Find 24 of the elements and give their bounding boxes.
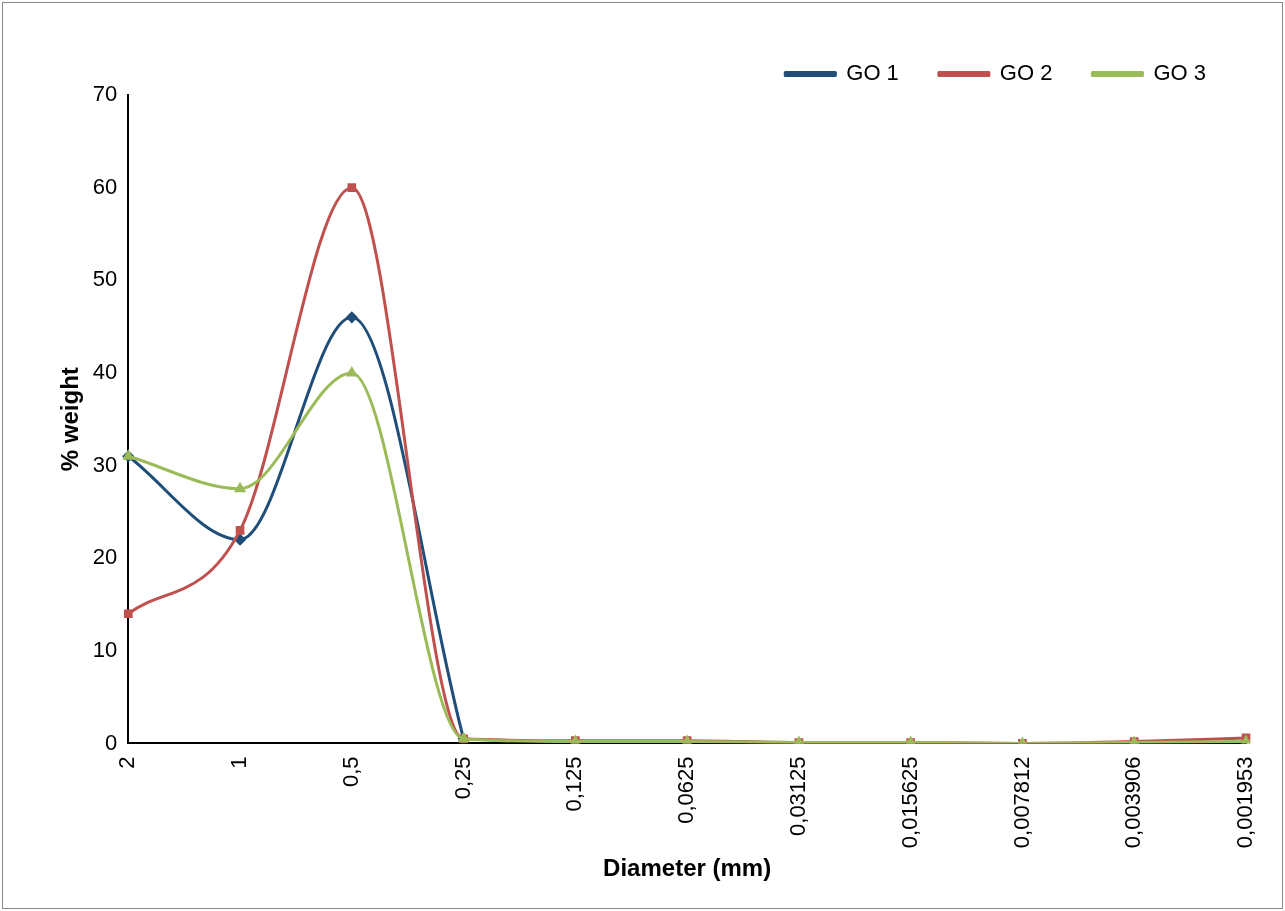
x-axis-title: Diameter (mm) [603,854,772,882]
y-tick-label: 60 [92,173,118,199]
x-tick-label: 0,0625 [673,756,699,824]
legend-label: GO 3 [1153,60,1207,86]
x-tick-label: 0,007812 [1008,756,1034,849]
y-tick-label: 50 [92,266,118,292]
x-tick-label: 0,001953 [1232,756,1258,849]
y-tick-label: 70 [92,81,118,107]
x-tick-label: 0,5 [337,756,363,788]
x-tick-label: 0,25 [449,756,475,800]
x-tick-label: 0,03125 [784,756,810,836]
y-tick-label: 0 [105,729,118,755]
y-tick-label: 10 [92,636,118,662]
y-tick-label: 20 [92,544,118,570]
x-tick-label: 0,125 [561,756,587,812]
x-tick-label: 1 [226,756,252,769]
y-tick-label: 30 [92,451,118,477]
x-tick-label: 0,015625 [896,756,922,849]
x-tick-label: 2 [114,756,140,769]
y-axis-title: % weight [56,367,84,472]
y-tick-label: 40 [92,358,118,384]
legend-label: GO 2 [999,60,1053,86]
legend-label: GO 1 [846,60,899,86]
x-tick-label: 0,003906 [1120,756,1146,849]
